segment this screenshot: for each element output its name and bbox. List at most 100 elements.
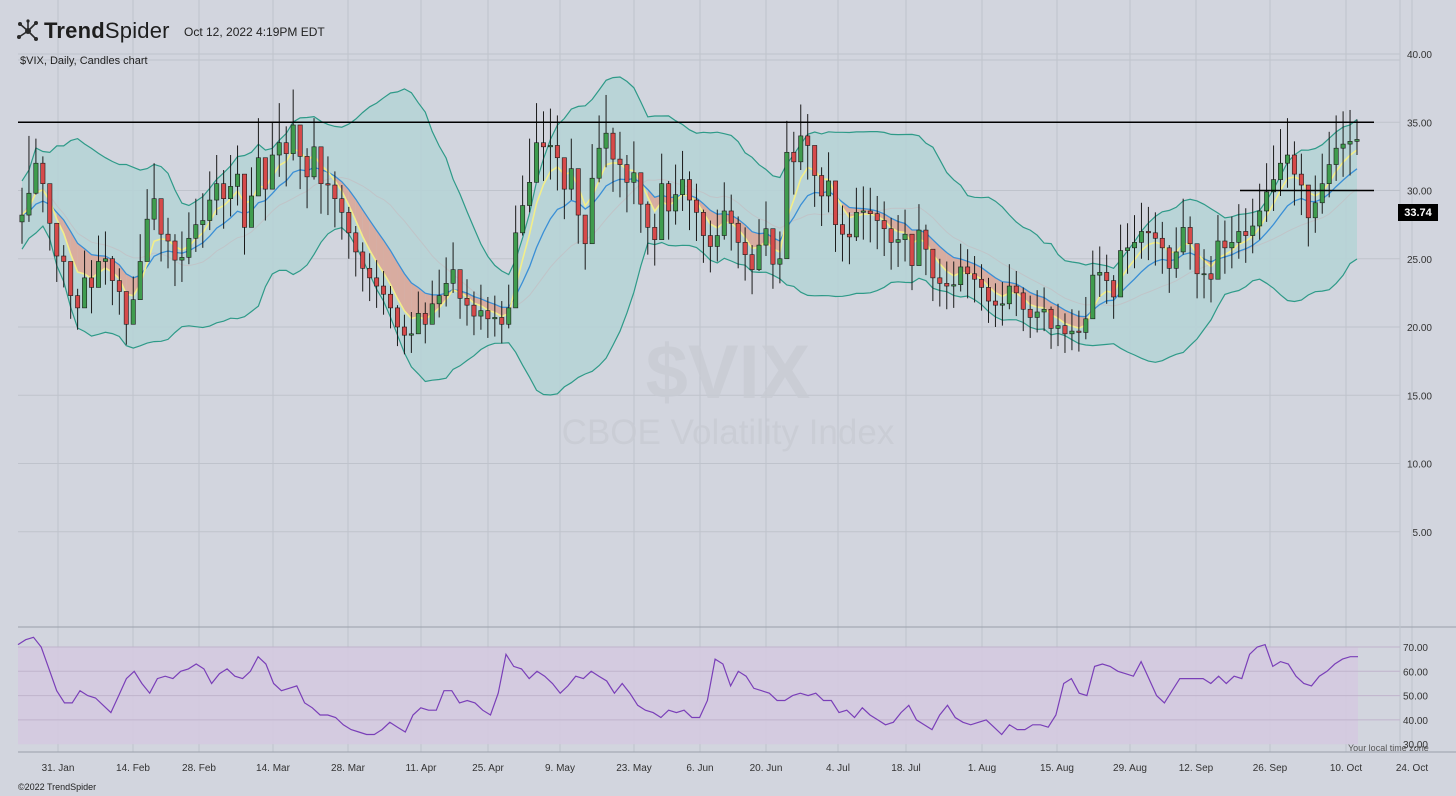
date-tick-label: 4. Jul [826, 763, 850, 774]
ema-cloud-segment [383, 240, 391, 285]
candle-body [450, 269, 456, 284]
candle-body [186, 237, 192, 258]
candle-body [547, 145, 553, 148]
ema-cloud-segment [1064, 310, 1072, 327]
price-tick-label: 40.00 [1407, 50, 1432, 61]
candle-body [673, 194, 679, 212]
ema-cloud-segment [126, 273, 134, 296]
candle-body [874, 213, 880, 221]
candle-body [1243, 231, 1249, 236]
candle-body [965, 266, 971, 275]
ema-cloud-segment [84, 248, 92, 279]
candle-body [1285, 154, 1290, 164]
candle-body [846, 233, 852, 238]
candle-body [1055, 325, 1061, 329]
date-tick-label: 20. Jun [750, 763, 783, 774]
candle-body [1201, 273, 1207, 276]
date-tick-label: 24. Oct [1396, 763, 1428, 774]
candle-body [659, 183, 665, 240]
rsi-tick-label: 50.00 [1403, 692, 1428, 703]
candle-body [1229, 242, 1235, 249]
candle-body [986, 287, 991, 302]
candle-body [1333, 147, 1339, 165]
candle-body [478, 310, 484, 317]
candle-body [1069, 330, 1075, 335]
candle-body [408, 333, 414, 336]
candle-body [819, 175, 825, 197]
ema-cloud-segment [411, 282, 419, 319]
ema-cloud-segment [981, 267, 989, 287]
brand-logo[interactable]: TrendSpider [16, 18, 170, 44]
candle-body [429, 303, 435, 325]
candle-body [1083, 318, 1089, 333]
candle-body [756, 244, 762, 270]
ema-cloud-segment [647, 189, 655, 212]
candle-body [75, 295, 81, 309]
candle-body [1104, 272, 1110, 281]
candle-body [1194, 243, 1200, 275]
candle-body [485, 310, 491, 320]
candle-body [1034, 311, 1040, 318]
watermark: $VIX CBOE Volatility Index [562, 330, 895, 452]
candle-body [1264, 191, 1270, 212]
candle-body [1041, 308, 1047, 313]
candle-body [318, 146, 324, 184]
candle-body [714, 235, 720, 247]
symbol-description: $VIX, Daily, Candles chart [20, 55, 148, 67]
price-tick-label: 5.00 [1413, 528, 1433, 539]
candle-body [1187, 227, 1193, 245]
candle-body [130, 299, 136, 325]
candle-body [992, 300, 998, 306]
candle-body [603, 132, 609, 149]
candle-body [207, 199, 213, 221]
candle-body [415, 313, 421, 335]
candle-body [248, 195, 254, 228]
candle-body [1062, 325, 1068, 335]
ema-cloud-segment [418, 287, 426, 320]
candle-body [777, 258, 783, 265]
candle-body [805, 135, 811, 146]
candle-body [923, 229, 929, 250]
candle-body [1326, 164, 1332, 184]
support-resistance-lines[interactable] [18, 121, 1374, 192]
ema-cloud-segment [932, 239, 940, 264]
candle-body [401, 326, 407, 336]
candle-body [617, 158, 623, 165]
candle-body [221, 183, 227, 199]
candle-body [728, 210, 734, 224]
candle-body [123, 291, 129, 325]
candle-body [499, 317, 505, 325]
candle-body [1319, 183, 1325, 204]
lower-band-line [21, 225, 1358, 396]
candle-body [89, 277, 94, 288]
candle-body [492, 317, 498, 320]
candle-body [1013, 285, 1019, 294]
candle-body [96, 261, 101, 288]
date-tick-label: 14. Mar [256, 763, 291, 774]
ema-cloud-segment [362, 209, 370, 251]
candle-body [269, 154, 275, 190]
candle-body [763, 228, 769, 246]
candle-body [1097, 272, 1103, 276]
candle-body [151, 198, 157, 220]
ema-cloud-segment [1037, 295, 1045, 308]
candle-body [916, 229, 922, 266]
ema-cloud-segment [404, 273, 412, 319]
candle-body [833, 180, 838, 225]
candle-body [527, 182, 533, 206]
ema-cloud-segment [995, 277, 1003, 297]
candle-body [1215, 240, 1221, 280]
candle-body [680, 179, 686, 195]
candle-body [513, 232, 519, 309]
candle-body [283, 142, 289, 154]
price-tick-label: 15.00 [1407, 391, 1432, 402]
candle-body [297, 124, 303, 157]
candle-body [1278, 162, 1283, 180]
date-tick-label: 18. Jul [891, 763, 920, 774]
candle-body [1354, 139, 1360, 142]
candle-body [443, 283, 449, 296]
candle-body [951, 284, 957, 287]
candle-body [116, 280, 122, 292]
candle-body [937, 277, 943, 284]
